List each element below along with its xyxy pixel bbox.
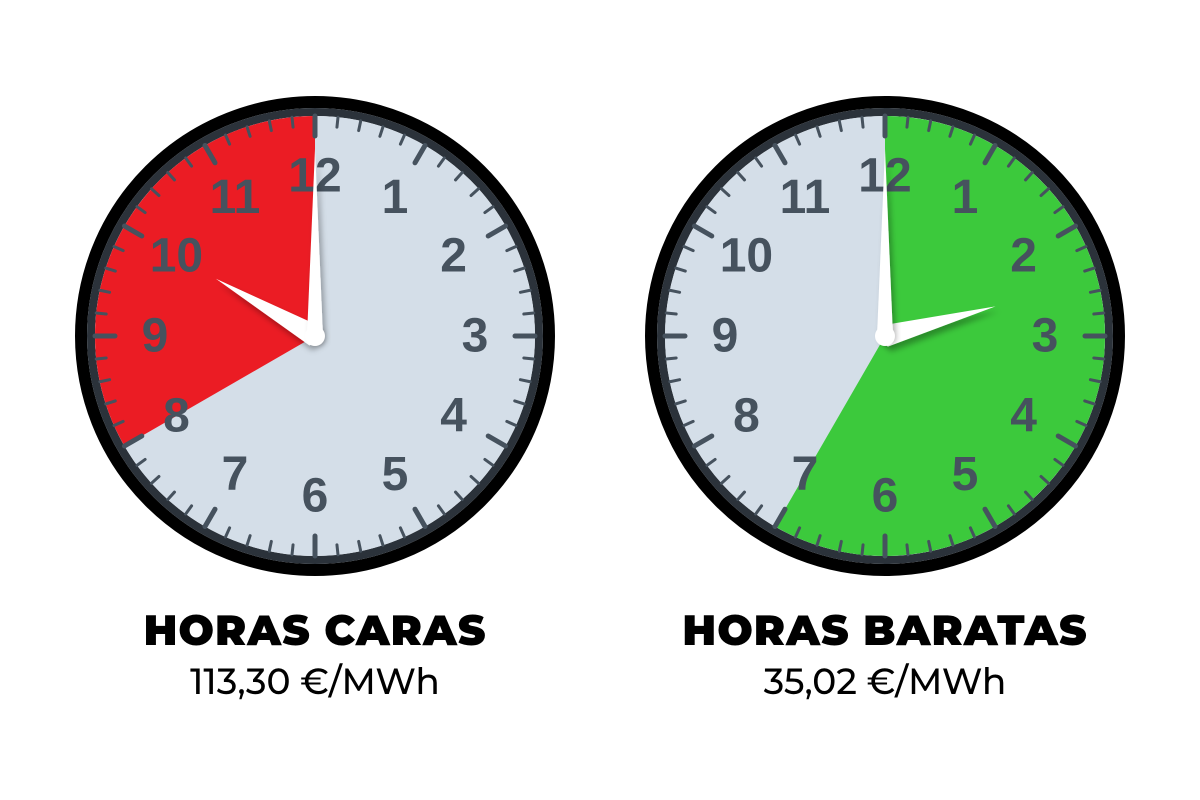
svg-text:6: 6 <box>872 470 899 523</box>
expensive-hours-title: HORAS CARAS <box>144 604 487 656</box>
expensive-hours-caption: HORAS CARAS 113,30 €/MWh <box>144 604 487 704</box>
svg-text:2: 2 <box>1010 230 1037 283</box>
svg-text:4: 4 <box>440 390 467 443</box>
svg-text:5: 5 <box>952 448 979 501</box>
cheap-hours-caption: HORAS BARATAS 35,02 €/MWh <box>682 604 1087 704</box>
svg-text:4: 4 <box>1010 390 1037 443</box>
svg-text:11: 11 <box>210 171 261 224</box>
expensive-hours-clock: 123456789101112 <box>75 96 555 576</box>
expensive-hours-price: 113,30 €/MWh <box>144 660 487 704</box>
expensive-hours-panel: 123456789101112 HORAS CARAS 113,30 €/MWh <box>75 96 555 704</box>
svg-text:1: 1 <box>382 171 409 224</box>
svg-text:3: 3 <box>1032 310 1059 363</box>
svg-text:10: 10 <box>720 230 773 283</box>
svg-text:7: 7 <box>222 448 249 501</box>
cheap-hours-panel: 123456789101112 HORAS BARATAS 35,02 €/MW… <box>645 96 1125 704</box>
svg-text:10: 10 <box>150 230 203 283</box>
svg-text:3: 3 <box>462 310 489 363</box>
svg-text:9: 9 <box>712 310 739 363</box>
svg-text:8: 8 <box>163 390 190 443</box>
svg-text:8: 8 <box>733 390 760 443</box>
svg-text:11: 11 <box>780 171 831 224</box>
svg-text:9: 9 <box>142 310 169 363</box>
svg-text:5: 5 <box>382 448 409 501</box>
cheap-hours-price: 35,02 €/MWh <box>682 660 1087 704</box>
svg-text:1: 1 <box>952 171 979 224</box>
svg-text:2: 2 <box>440 230 467 283</box>
svg-text:6: 6 <box>302 470 329 523</box>
svg-text:7: 7 <box>792 448 819 501</box>
cheap-hours-title: HORAS BARATAS <box>682 604 1087 656</box>
cheap-hours-clock: 123456789101112 <box>645 96 1125 576</box>
